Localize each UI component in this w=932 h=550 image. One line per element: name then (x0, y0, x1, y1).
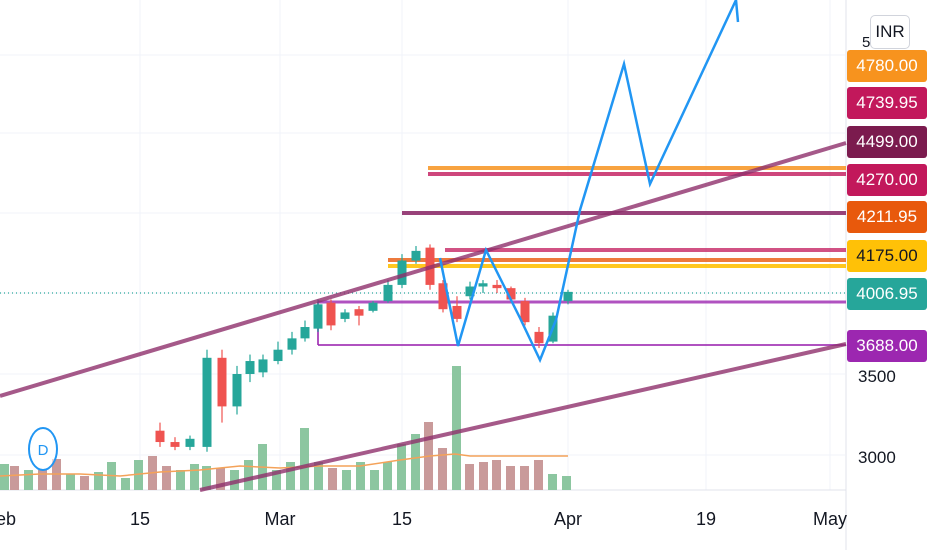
candle-body (232, 374, 242, 407)
candle-22 (465, 281, 475, 300)
candle-body (438, 283, 448, 310)
price-tag-3688[interactable]: 3688.00 (847, 330, 927, 362)
candle-10 (300, 320, 310, 342)
x-tick-feb: eb (0, 509, 17, 529)
candle-body (300, 327, 310, 339)
candle-body (313, 304, 323, 329)
candle-26 (520, 297, 530, 326)
price-tag-4006[interactable]: 4006.95 (847, 278, 927, 310)
candle-27 (534, 327, 544, 349)
x-tick-may: May (812, 509, 848, 529)
candle-8 (273, 341, 283, 365)
candle-24 (492, 280, 502, 293)
candle-body (452, 305, 462, 319)
candle-body (478, 283, 488, 287)
candle-20 (438, 280, 448, 313)
candle-body (202, 357, 212, 447)
candle-7 (258, 354, 268, 378)
candle-4 (217, 349, 227, 423)
candle-body (245, 361, 255, 374)
grid (0, 0, 845, 490)
candle-body (340, 312, 350, 319)
candle-5 (232, 365, 242, 415)
candle-body (155, 430, 165, 443)
x-tick-15-mar: 15 (391, 509, 413, 529)
candle-14 (354, 305, 364, 326)
price-tag-4211[interactable]: 4211.95 (847, 201, 927, 233)
price-tag-4270[interactable]: 4270.00 (847, 164, 927, 196)
candle-body (397, 260, 407, 285)
candle-17 (397, 254, 407, 289)
horizontal-levels[interactable] (317, 166, 846, 346)
upper-trend-line (0, 141, 847, 398)
price-tag-4739[interactable]: 4739.95 (847, 87, 927, 119)
candle-body (506, 288, 516, 300)
candle-body (411, 250, 421, 261)
candle-12 (326, 299, 336, 331)
candle-body (170, 442, 180, 447)
price-tag-4780[interactable]: 4780.00 (847, 50, 927, 82)
candle-body (258, 359, 268, 373)
candle-9 (287, 331, 297, 355)
volume-moving-average (0, 453, 568, 477)
candle-3 (202, 349, 212, 452)
candle-16 (383, 280, 393, 303)
lower-trend-line (199, 342, 847, 492)
price-tag-4175[interactable]: 4175.00 (847, 240, 927, 272)
candle-2 (185, 435, 195, 451)
candle-body (534, 331, 544, 344)
x-tick-apr: Apr (553, 509, 583, 529)
candle-15 (368, 301, 378, 313)
y-tick-3000: 3000 (858, 448, 896, 467)
currency-selector[interactable]: INR (870, 15, 910, 49)
candle-18 (411, 246, 421, 264)
candle-0 (155, 422, 165, 447)
dividend-marker-icon[interactable]: D (28, 427, 58, 471)
candle-body (465, 286, 475, 297)
candle-23 (478, 280, 488, 293)
x-tick-mar: Mar (264, 509, 296, 529)
candle-body (520, 301, 530, 323)
projection-path[interactable] (438, 0, 740, 364)
candle-6 (245, 354, 255, 383)
x-tick-19-apr: 19 (695, 509, 717, 529)
candle-21 (452, 296, 462, 323)
candle-body (326, 302, 336, 326)
candle-body (354, 309, 364, 316)
candle-11 (313, 299, 323, 332)
candle-29 (563, 289, 573, 305)
candle-body (287, 338, 297, 350)
candle-body (563, 291, 573, 302)
x-tick-15-feb: 15 (129, 509, 151, 529)
candle-1 (170, 437, 180, 451)
trend-lines[interactable] (0, 141, 847, 492)
candle-body (383, 284, 393, 302)
candle-body (368, 302, 378, 311)
candle-13 (340, 309, 350, 323)
candle-body (273, 349, 283, 362)
svg-text:5: 5 (862, 34, 870, 51)
candle-body (492, 284, 502, 289)
candle-body (185, 438, 195, 447)
price-tag-4499[interactable]: 4499.00 (847, 126, 927, 158)
y-tick-3500: 3500 (858, 367, 896, 386)
y-axis-hidden-labels: 5 (862, 34, 870, 51)
candle-body (217, 357, 227, 407)
